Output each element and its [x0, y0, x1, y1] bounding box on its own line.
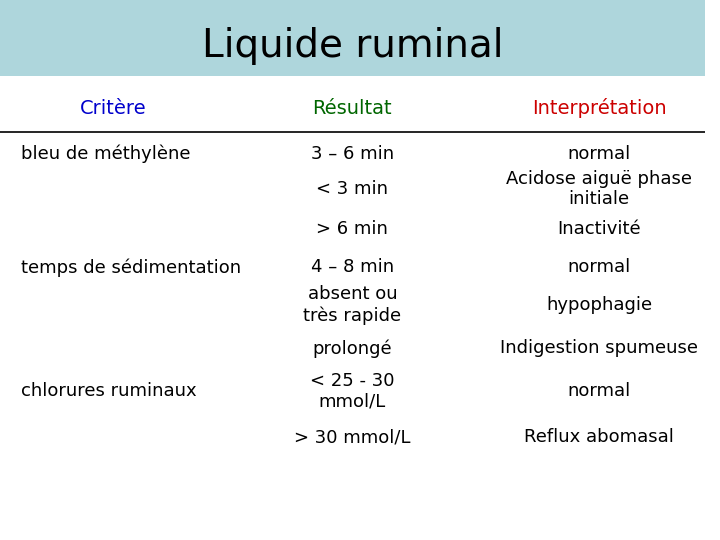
Text: 4 – 8 min: 4 – 8 min: [311, 258, 394, 276]
Text: Critère: Critère: [79, 98, 146, 118]
Text: > 30 mmol/L: > 30 mmol/L: [294, 428, 410, 447]
Text: normal: normal: [567, 382, 631, 401]
Text: normal: normal: [567, 258, 631, 276]
Text: Liquide ruminal: Liquide ruminal: [202, 27, 503, 65]
Text: absent ou
très rapide: absent ou très rapide: [303, 286, 402, 325]
Text: chlorures ruminaux: chlorures ruminaux: [21, 382, 197, 401]
Text: prolongé: prolongé: [312, 339, 392, 357]
Text: bleu de méthylène: bleu de méthylène: [21, 145, 191, 163]
Text: Indigestion spumeuse: Indigestion spumeuse: [500, 339, 698, 357]
Text: hypophagie: hypophagie: [546, 296, 652, 314]
Text: Acidose aiguë phase
initiale: Acidose aiguë phase initiale: [506, 170, 692, 208]
Text: < 25 - 30
mmol/L: < 25 - 30 mmol/L: [310, 372, 395, 411]
Text: < 3 min: < 3 min: [316, 180, 388, 198]
Text: normal: normal: [567, 145, 631, 163]
Text: Interprétation: Interprétation: [531, 98, 666, 118]
FancyBboxPatch shape: [0, 0, 705, 76]
Text: Reflux abomasal: Reflux abomasal: [524, 428, 674, 447]
Text: temps de sédimentation: temps de sédimentation: [21, 258, 241, 276]
Text: Résultat: Résultat: [312, 98, 392, 118]
Text: > 6 min: > 6 min: [316, 220, 388, 239]
Text: 3 – 6 min: 3 – 6 min: [311, 145, 394, 163]
Text: Inactivité: Inactivité: [557, 220, 641, 239]
